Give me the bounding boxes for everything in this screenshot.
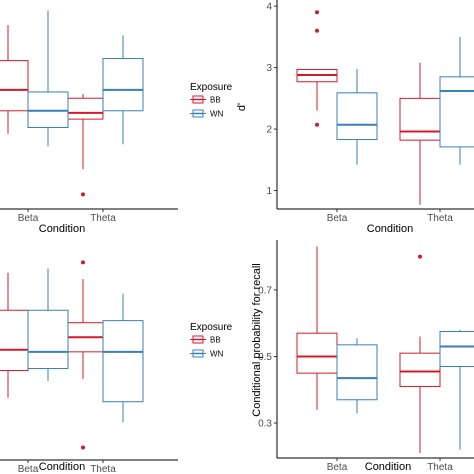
panel-top-right: 1 2 3 4 Beta Theta Condition d' [236, 0, 474, 235]
legend-title: Exposure [190, 82, 233, 93]
box-body [336, 344, 378, 401]
box-body [62, 97, 104, 120]
y-tick-label: 1 [266, 186, 272, 197]
box-wn-beta [336, 68, 378, 165]
box-body [27, 91, 69, 128]
legend: Exposure BB WN [190, 82, 233, 119]
box-body [102, 58, 144, 112]
outlier-point [315, 10, 319, 15]
outlier-point [315, 28, 319, 33]
y-axis-title: d' [236, 103, 248, 111]
box-wn-theta [439, 329, 474, 450]
x-tick-label-theta: Theta [427, 213, 453, 224]
x-axis-title: Condition [39, 223, 85, 235]
x-tick-label-theta: Theta [427, 462, 453, 473]
panel-bottom-right: 0.3 0.5 0.7 Beta Theta Condition Conditional p… [251, 240, 474, 473]
legend-key-wn [190, 109, 206, 118]
box-body [296, 332, 338, 374]
box-bb-theta [399, 62, 441, 205]
x-tick-label-theta: Theta [90, 464, 116, 474]
y-tick-label: 2 [266, 125, 272, 136]
x-tick-label-beta: Beta [18, 464, 39, 474]
box-body [399, 97, 441, 141]
y-tick-label: 0.3 [258, 419, 272, 430]
x-tick-label-beta: Beta [18, 213, 39, 224]
box-bb-beta [0, 272, 29, 398]
legend: Exposure BB WN [190, 322, 233, 359]
legend-label-bb: BB [210, 96, 221, 105]
box-wn-beta [27, 268, 69, 381]
boxes [296, 246, 474, 454]
box-bb-beta [0, 25, 29, 134]
outlier-point [81, 192, 85, 197]
x-tick-label-theta: Theta [90, 213, 116, 224]
box-wn-beta [27, 10, 69, 147]
boxes [0, 10, 144, 197]
panel-bottom-left: Beta Theta Condition Exposure BB WN [0, 260, 233, 474]
box-body [0, 309, 29, 372]
box-body [439, 331, 474, 367]
box-body [399, 352, 441, 387]
x-tick-label-beta: Beta [327, 462, 348, 473]
legend-key-bb [190, 95, 206, 104]
boxes [0, 260, 144, 450]
box-wn-beta [336, 338, 378, 414]
legend-label-wn: WN [210, 110, 224, 119]
box-bb-theta [62, 94, 104, 197]
box-body [27, 309, 69, 369]
box-wn-theta [102, 293, 144, 423]
outlier-point [81, 260, 85, 265]
y-tick-label: 3 [266, 63, 272, 74]
x-axis-title: Condition [365, 461, 411, 473]
legend-label-wn: WN [210, 350, 224, 359]
box-bb-theta [62, 260, 104, 450]
legend-label-bb: BB [210, 336, 221, 345]
y-axis-title: Conditional probability for recall [251, 263, 263, 416]
box-bb-beta [296, 246, 338, 410]
box-bb-theta [399, 254, 441, 454]
boxes [296, 10, 474, 205]
box-body [102, 320, 144, 403]
panel-top-left: Beta Theta Condition Exposure BB WN [0, 10, 233, 235]
box-bb-beta [296, 10, 338, 127]
box-body [336, 92, 378, 141]
legend-key-wn [190, 349, 206, 358]
x-axis-title: Condition [367, 223, 413, 235]
outlier-point [418, 254, 422, 259]
y-tick-label: 4 [266, 2, 272, 13]
outlier-point [315, 122, 319, 127]
legend-title: Exposure [190, 322, 233, 333]
box-body [439, 76, 474, 148]
y-tick-label: 0.7 [258, 285, 272, 296]
box-body [0, 60, 29, 112]
legend-key-bb [190, 335, 206, 344]
y-tick-label: 0.5 [258, 352, 272, 363]
box-wn-theta [102, 35, 144, 145]
outlier-point [81, 445, 85, 450]
x-axis-title: Condition [39, 461, 85, 473]
box-wn-theta [439, 36, 474, 165]
x-tick-label-beta: Beta [327, 213, 348, 224]
